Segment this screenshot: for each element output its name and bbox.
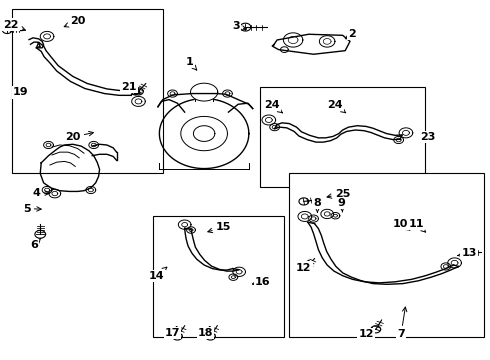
Bar [289, 173, 484, 337]
Text: 18: 18 [198, 327, 213, 338]
Text: 23: 23 [420, 132, 436, 142]
Text: 6: 6 [30, 238, 41, 250]
Bar [12, 9, 163, 173]
Text: 16: 16 [252, 277, 270, 287]
Text: 15: 15 [208, 222, 231, 233]
Text: 20: 20 [64, 16, 85, 27]
Text: 2: 2 [345, 28, 356, 39]
Text: 17: 17 [165, 327, 180, 338]
Text: 9: 9 [338, 198, 345, 212]
Text: 4: 4 [32, 188, 49, 198]
Bar [153, 216, 284, 337]
Text: 12: 12 [296, 260, 312, 273]
Text: 25: 25 [327, 189, 350, 199]
Text: 1: 1 [186, 57, 196, 70]
Text: 21: 21 [121, 82, 140, 94]
Text: 14: 14 [149, 267, 167, 281]
Text: 12: 12 [358, 328, 374, 339]
Bar [260, 87, 425, 187]
Text: 8: 8 [314, 198, 321, 212]
Text: 5: 5 [23, 203, 41, 213]
Polygon shape [191, 83, 218, 101]
Text: 11: 11 [409, 219, 426, 232]
Text: 19: 19 [13, 87, 28, 98]
Text: 10: 10 [392, 219, 410, 230]
Text: 7: 7 [397, 307, 407, 339]
Text: 22: 22 [3, 19, 25, 31]
Text: 20: 20 [65, 131, 94, 142]
Text: 13: 13 [458, 248, 477, 258]
Text: 24: 24 [328, 100, 346, 113]
Text: 3: 3 [232, 21, 246, 31]
Text: 24: 24 [265, 100, 283, 113]
